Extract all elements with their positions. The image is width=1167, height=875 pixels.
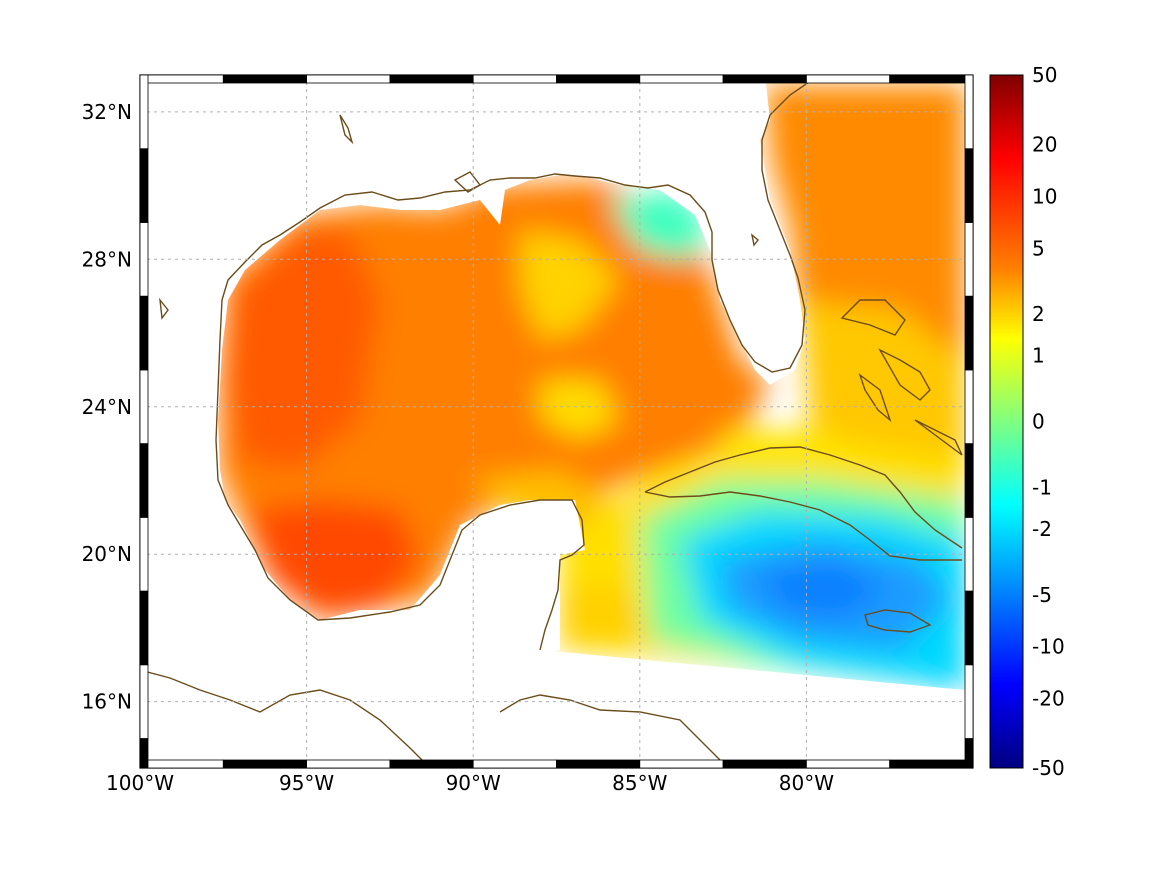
anomaly-field bbox=[140, 75, 973, 768]
frame-seg-top-0 bbox=[139, 74, 224, 84]
frame-seg-bottom-5 bbox=[556, 759, 641, 769]
frame-seg-top-6 bbox=[639, 74, 724, 84]
frame-seg-left-4 bbox=[139, 443, 149, 518]
frame-seg-left-1 bbox=[139, 664, 149, 739]
frame-seg-top-1 bbox=[222, 74, 308, 84]
frame-seg-bottom-2 bbox=[306, 759, 391, 769]
frame-seg-top-5 bbox=[556, 74, 641, 84]
frame-seg-top-4 bbox=[472, 74, 557, 84]
colorbar-label-9: -5 bbox=[1032, 583, 1052, 607]
longitude-tick-labels: 100°W 95°W 90°W 85°W 80°W bbox=[106, 771, 834, 795]
frame-seg-bottom-8 bbox=[806, 759, 891, 769]
frame-seg-top-9 bbox=[889, 74, 974, 84]
frame-seg-right-1 bbox=[964, 664, 974, 739]
lat-tick-label-0: 32°N bbox=[82, 100, 132, 124]
frame-seg-bottom-6 bbox=[639, 759, 724, 769]
frame-seg-left-6 bbox=[139, 295, 149, 371]
colorbar-gradient bbox=[989, 74, 1024, 769]
frame-seg-left-5 bbox=[139, 369, 149, 445]
colorbar-label-1: 20 bbox=[1032, 132, 1057, 156]
frame-seg-right-7 bbox=[964, 222, 974, 297]
colorbar-label-4: 2 bbox=[1032, 302, 1045, 326]
frame-seg-left-7 bbox=[139, 222, 149, 297]
lon-tick-label-0: 100°W bbox=[106, 771, 174, 795]
frame-seg-bottom-7 bbox=[722, 759, 807, 769]
frame-seg-right-5 bbox=[964, 369, 974, 445]
colorbar-label-3: 5 bbox=[1032, 236, 1045, 260]
frame-seg-top-7 bbox=[722, 74, 807, 84]
colorbar-label-5: 1 bbox=[1032, 344, 1045, 368]
colorbar-label-7: -1 bbox=[1032, 475, 1052, 499]
colorbar-label-11: -20 bbox=[1032, 687, 1065, 711]
map-frame bbox=[139, 74, 974, 769]
frame-seg-top-8 bbox=[806, 74, 891, 84]
colorbar-label-6: 0 bbox=[1032, 410, 1045, 434]
frame-seg-bottom-1 bbox=[222, 759, 308, 769]
lat-tick-label-3: 20°N bbox=[82, 542, 132, 566]
frame-seg-top-2 bbox=[306, 74, 391, 84]
frame-seg-left-0 bbox=[139, 738, 149, 769]
lon-tick-label-4: 80°W bbox=[779, 771, 834, 795]
latitude-tick-labels: 32°N 28°N 24°N 20°N 16°N bbox=[82, 100, 132, 714]
frame-seg-right-0 bbox=[964, 738, 974, 769]
lon-tick-label-2: 90°W bbox=[446, 771, 501, 795]
lon-tick-label-1: 95°W bbox=[279, 771, 334, 795]
frame-seg-left-2 bbox=[139, 590, 149, 666]
colorbar-label-10: -10 bbox=[1032, 635, 1065, 659]
coastline bbox=[140, 77, 963, 768]
frame-seg-right-2 bbox=[964, 590, 974, 666]
colorbar-label-12: -50 bbox=[1032, 756, 1065, 780]
frame-seg-right-4 bbox=[964, 443, 974, 518]
frame-seg-bottom-3 bbox=[389, 759, 474, 769]
lat-tick-label-4: 16°N bbox=[82, 690, 132, 714]
frame-seg-bottom-4 bbox=[472, 759, 557, 769]
frame-seg-top-3 bbox=[389, 74, 474, 84]
frame-seg-left-9 bbox=[139, 74, 149, 150]
frame-seg-right-9 bbox=[964, 74, 974, 150]
frame-seg-right-3 bbox=[964, 516, 974, 592]
graticule-grid bbox=[139, 75, 973, 768]
colorbar-label-2: 10 bbox=[1032, 184, 1057, 208]
lat-tick-label-2: 24°N bbox=[82, 395, 132, 419]
frame-seg-right-8 bbox=[964, 148, 974, 223]
frame-seg-left-3 bbox=[139, 516, 149, 592]
frame-seg-left-8 bbox=[139, 148, 149, 223]
frame-seg-right-6 bbox=[964, 295, 974, 371]
colorbar-label-0: 50 bbox=[1032, 63, 1057, 87]
frame-seg-bottom-0 bbox=[139, 759, 224, 769]
lon-tick-label-3: 85°W bbox=[612, 771, 667, 795]
frame-seg-bottom-9 bbox=[889, 759, 974, 769]
colorbar-label-8: -2 bbox=[1032, 517, 1052, 541]
lat-tick-label-1: 28°N bbox=[82, 247, 132, 271]
